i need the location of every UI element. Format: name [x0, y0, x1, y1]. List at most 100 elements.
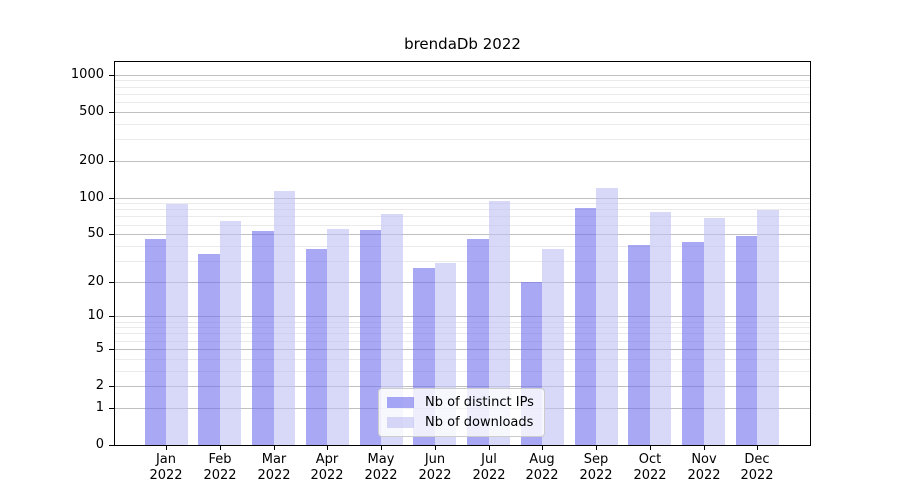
gridline-minor-4	[115, 358, 810, 360]
chart-title: brendaDb 2022	[404, 35, 521, 53]
x-tick-label-jan: Jan 2022	[131, 452, 201, 484]
bar-nb-of-distinct-ips-oct	[628, 244, 650, 445]
y-tick-label-10: 10	[87, 308, 104, 323]
x-tick-label-aug: Aug 2022	[507, 452, 577, 484]
x-tick-label-year: 2022	[203, 468, 237, 483]
gridline-major-20	[115, 281, 810, 283]
legend: Nb of distinct IPs Nb of downloads	[378, 388, 545, 437]
gridline-minor-7	[115, 332, 810, 334]
bar-nb-of-distinct-ips-mar	[252, 231, 274, 445]
x-tick-label-month: Aug	[529, 452, 555, 467]
x-tick-label-year: 2022	[579, 468, 613, 483]
bar-nb-of-distinct-ips-sep	[574, 208, 596, 445]
legend-row-nb-of-distinct-ips: Nb of distinct IPs	[387, 395, 534, 410]
x-tick-nov	[703, 446, 705, 450]
x-tick-aug	[541, 446, 543, 450]
x-tick-may	[380, 446, 382, 450]
x-tick-label-mar: Mar 2022	[239, 452, 309, 484]
x-tick-label-year: 2022	[149, 468, 183, 483]
y-tick-label-100: 100	[79, 190, 104, 205]
x-tick-label-month: Feb	[208, 452, 232, 467]
x-tick-label-year: 2022	[364, 468, 398, 483]
bar-nb-of-distinct-ips-feb	[198, 254, 220, 445]
x-tick-label-sep: Sep 2022	[561, 452, 631, 484]
x-tick-label-month: Jul	[481, 452, 497, 467]
gridline-major-500	[115, 111, 810, 113]
gridline-minor-3	[115, 370, 810, 372]
gridline-major-2	[115, 385, 810, 387]
x-tick-apr	[326, 446, 328, 450]
gridline-minor-70	[115, 215, 810, 217]
bar-nb-of-distinct-ips-nov	[682, 242, 704, 445]
legend-row-nb-of-downloads: Nb of downloads	[387, 415, 534, 430]
legend-swatch-nb-of-downloads	[387, 417, 414, 428]
gridline-major-5	[115, 348, 810, 350]
bar-nb-of-downloads-apr	[327, 229, 349, 445]
y-tick-20	[109, 281, 114, 283]
x-tick-label-month: Dec	[744, 452, 770, 467]
bar-nb-of-distinct-ips-may	[359, 230, 381, 445]
y-tick-label-5: 5	[95, 341, 104, 356]
gridline-major-1000	[115, 74, 810, 76]
y-tick-50	[109, 233, 114, 235]
bar-nb-of-downloads-jan	[166, 204, 188, 445]
gridline-minor-800	[115, 86, 810, 88]
gridline-major-200	[115, 160, 810, 162]
gridline-minor-900	[115, 79, 810, 81]
gridline-minor-6	[115, 340, 810, 342]
bar-nb-of-downloads-feb	[219, 221, 242, 445]
x-tick-label-year: 2022	[257, 468, 291, 483]
gridline-minor-9	[115, 321, 810, 323]
x-tick-label-year: 2022	[633, 468, 667, 483]
gridline-minor-80	[115, 208, 810, 210]
y-tick-label-0: 0	[95, 437, 104, 452]
legend-label-nb-of-downloads: Nb of downloads	[425, 415, 534, 430]
x-tick-label-month: Jun	[424, 452, 446, 467]
bar-nb-of-downloads-aug	[542, 248, 564, 445]
x-tick-label-oct: Oct 2022	[615, 452, 685, 484]
x-tick-label-month: Mar	[261, 452, 287, 467]
bar-nb-of-distinct-ips-apr	[305, 248, 328, 445]
bar-nb-of-downloads-mar	[273, 191, 295, 445]
x-tick-label-year: 2022	[740, 468, 774, 483]
y-tick-1000	[109, 74, 114, 76]
y-tick-1	[109, 407, 114, 409]
legend-swatch-nb-of-distinct-ips	[387, 397, 414, 408]
bar-nb-of-downloads-jul	[488, 200, 510, 445]
y-tick-100	[109, 197, 114, 199]
gridline-minor-60	[115, 224, 810, 226]
gridline-major-10	[115, 315, 810, 317]
x-tick-label-may: May 2022	[346, 452, 416, 484]
x-tick-mar	[273, 446, 275, 450]
bar-nb-of-downloads-sep	[596, 188, 618, 445]
gridline-minor-8	[115, 326, 810, 328]
y-tick-label-20: 20	[87, 274, 104, 289]
y-tick-label-1000: 1000	[70, 67, 104, 82]
legend-label-nb-of-distinct-ips: Nb of distinct IPs	[425, 395, 534, 410]
x-tick-label-feb: Feb 2022	[185, 452, 255, 484]
x-tick-label-apr: Apr 2022	[292, 452, 362, 484]
y-tick-label-1: 1	[95, 400, 104, 415]
x-tick-label-year: 2022	[418, 468, 452, 483]
x-tick-label-dec: Dec 2022	[722, 452, 792, 484]
x-tick-oct	[649, 446, 651, 450]
x-tick-label-month: Jan	[155, 452, 177, 467]
x-tick-jan	[165, 446, 167, 450]
y-tick-label-2: 2	[95, 378, 104, 393]
gridline-minor-90	[115, 202, 810, 204]
x-tick-label-month: May	[367, 452, 395, 467]
y-tick-500	[109, 111, 114, 113]
gridline-minor-300	[115, 138, 810, 140]
y-tick-10	[109, 315, 114, 317]
gridline-minor-700	[115, 93, 810, 95]
bar-nb-of-downloads-may	[381, 213, 403, 445]
x-tick-label-month: Sep	[583, 452, 609, 467]
x-tick-label-month: Oct	[638, 452, 662, 467]
x-tick-jul	[488, 446, 490, 450]
x-tick-label-year: 2022	[472, 468, 506, 483]
y-tick-label-50: 50	[87, 226, 104, 241]
y-tick-label-500: 500	[79, 104, 104, 119]
y-tick-label-200: 200	[79, 153, 104, 168]
y-tick-2	[109, 385, 114, 387]
